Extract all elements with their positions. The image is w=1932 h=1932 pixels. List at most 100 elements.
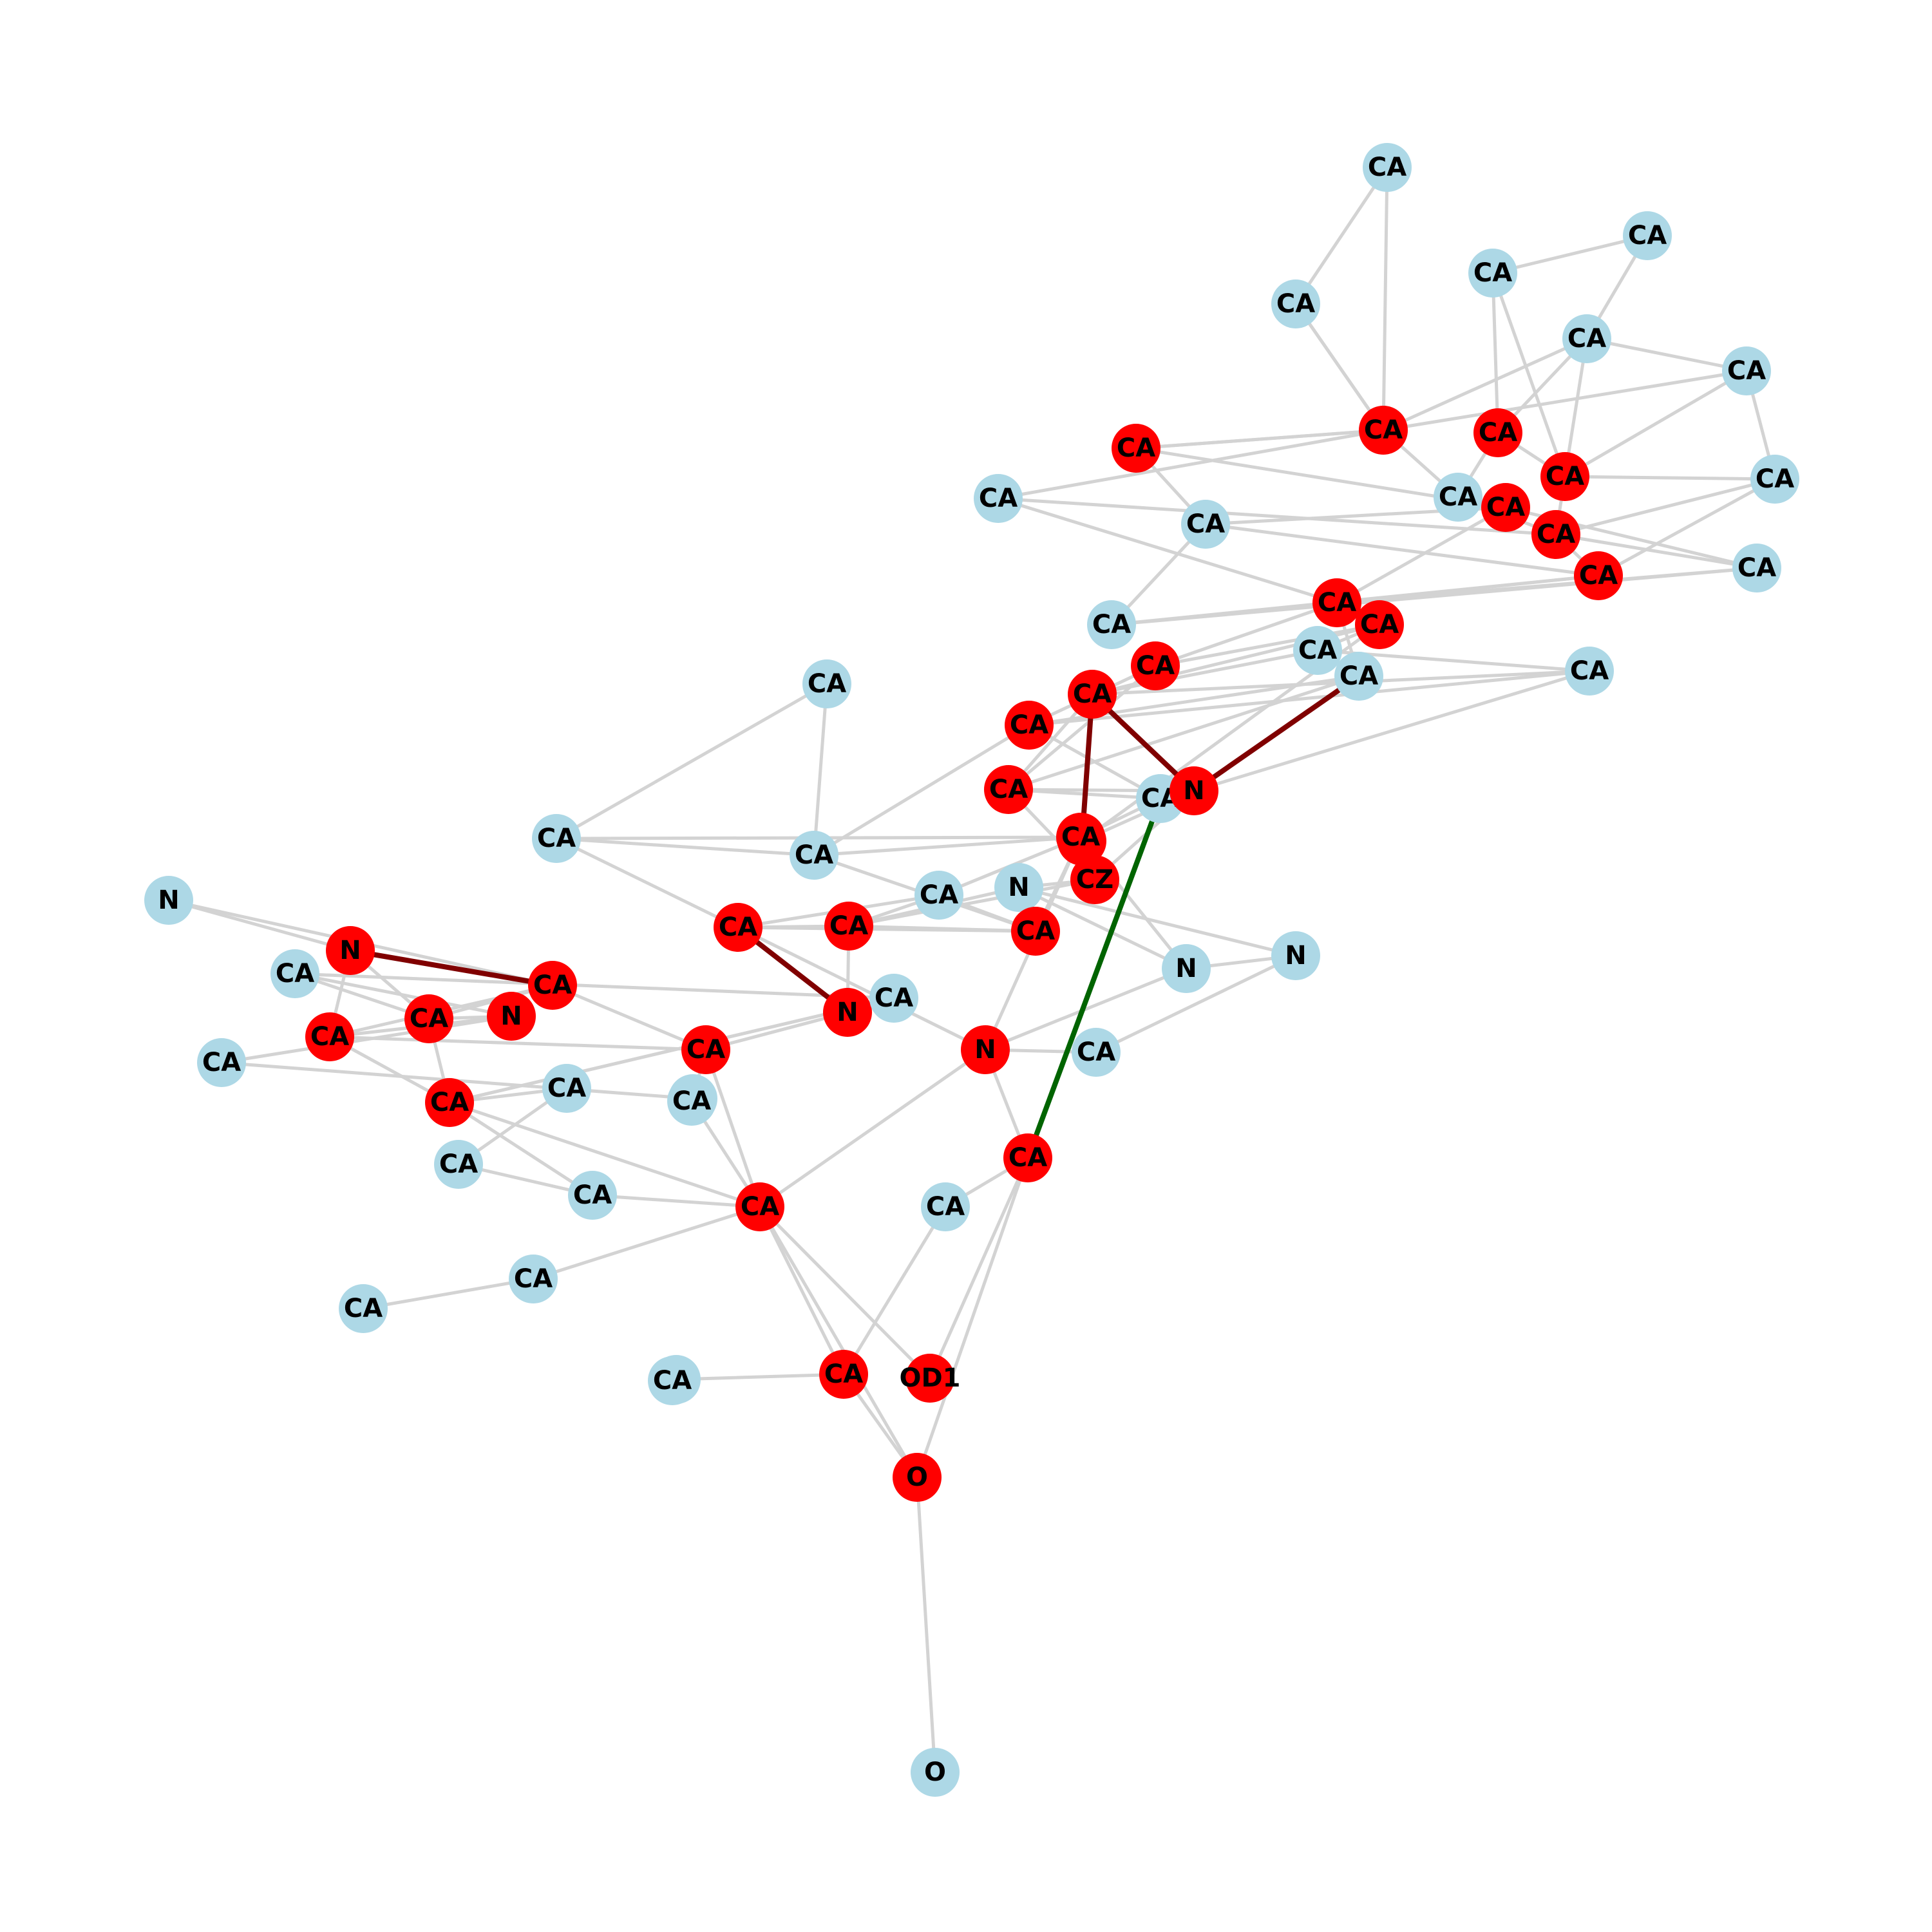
node-label: CA	[926, 1192, 965, 1222]
node-circle	[1473, 408, 1522, 457]
node-label: N	[1183, 776, 1204, 806]
node-label: CA	[1479, 418, 1517, 448]
node-label: CA	[1077, 1037, 1115, 1067]
node-circle	[1131, 641, 1180, 690]
node-label: CA	[1537, 520, 1575, 549]
graph-edge	[1381, 166, 1389, 432]
node-circle	[1468, 249, 1517, 298]
node-label: CA	[1756, 464, 1794, 494]
graph-node: N	[487, 992, 536, 1041]
node-circle	[984, 765, 1033, 814]
graph-edge	[674, 1372, 846, 1381]
graph-node: OD1	[899, 1354, 961, 1403]
node-label: CA	[979, 484, 1018, 513]
graph-edge	[1027, 669, 1591, 727]
graph-edge	[704, 1048, 762, 1209]
graph-node: CA	[790, 831, 838, 880]
node-circle	[824, 902, 873, 951]
graph-node: CA	[1131, 641, 1180, 690]
node-circle	[819, 1350, 868, 1399]
node-circle	[914, 871, 963, 920]
graph-edge	[1192, 669, 1591, 793]
node-circle	[1540, 452, 1589, 501]
node-label: CA	[989, 775, 1028, 804]
graph-edge	[448, 996, 896, 1104]
graph-node: CA	[824, 902, 873, 951]
graph-edge	[1335, 566, 1759, 605]
node-circle	[681, 1025, 730, 1074]
graph-node: CA	[270, 949, 319, 998]
node-label: CA	[1186, 509, 1225, 539]
node-label: CA	[1360, 610, 1399, 639]
graph-node: CA	[1473, 408, 1522, 457]
graph-edge	[1491, 271, 1500, 435]
node-label: CA	[795, 840, 833, 870]
graph-node: CA	[1293, 626, 1342, 675]
graph-node: CA	[1540, 452, 1589, 501]
graph-edge	[1007, 674, 1361, 791]
node-circle	[1565, 647, 1614, 696]
graph-node: CA	[1112, 424, 1160, 473]
node-label: CA	[1628, 221, 1667, 251]
graph-node: CA	[984, 765, 1033, 814]
node-circle	[1623, 211, 1672, 260]
node-label: CA	[719, 913, 757, 942]
node-circle	[1181, 500, 1230, 549]
graph-node: CA	[542, 1064, 591, 1113]
edges-layer	[167, 166, 1777, 1774]
graph-node: CA	[1574, 551, 1623, 600]
graph-node: CA	[1355, 600, 1404, 649]
node-circle	[1750, 455, 1799, 504]
node-circle	[1072, 1028, 1121, 1077]
graph-node: CA	[714, 903, 762, 952]
node-label: CA	[653, 1366, 692, 1396]
node-label: CA	[1579, 561, 1618, 591]
node-label: CA	[537, 824, 576, 853]
node-label: CA	[344, 1294, 383, 1323]
graph-node: N	[961, 1025, 1010, 1074]
graph-edge	[1563, 475, 1777, 481]
node-circle	[893, 1453, 942, 1502]
graph-node: N	[823, 988, 872, 1037]
node-label: N	[837, 998, 858, 1027]
node-circle	[911, 1748, 960, 1797]
graph-node: CA	[1011, 907, 1060, 956]
node-label: CA	[1567, 324, 1606, 354]
node-label: CA	[824, 1359, 863, 1389]
graph-node: CA	[802, 659, 851, 708]
graph-node: CA	[1072, 1028, 1121, 1077]
graph-edge	[1335, 506, 1508, 605]
node-label: N	[339, 936, 361, 965]
graph-node: CA	[509, 1255, 558, 1303]
node-circle	[1355, 600, 1404, 649]
node-circle	[1434, 473, 1482, 522]
node-label: CA	[920, 880, 958, 910]
node-circle	[1359, 406, 1408, 455]
graph-edge	[531, 1205, 762, 1281]
graph-edge	[996, 497, 1558, 536]
node-label: CA	[410, 1004, 448, 1034]
node-circle	[1722, 346, 1771, 395]
node-circle	[1271, 931, 1320, 980]
node-circle	[667, 1077, 716, 1126]
graph-edge	[591, 1193, 762, 1209]
graph-node: CA	[921, 1182, 970, 1231]
graph-node: CA	[1750, 455, 1799, 504]
graph-edge	[1585, 337, 1748, 373]
graph-node: CA	[648, 1356, 697, 1405]
node-circle	[1068, 670, 1117, 719]
graph-node: CA	[1481, 483, 1530, 532]
node-circle	[994, 863, 1043, 912]
graph-edge	[554, 837, 816, 857]
graph-node: N	[994, 863, 1043, 912]
graph-edge	[915, 1156, 1030, 1479]
graph-node: CA	[1359, 406, 1408, 455]
node-circle	[1112, 424, 1160, 473]
node-circle	[528, 961, 577, 1010]
graph-edge	[554, 837, 740, 929]
node-circle	[197, 1038, 246, 1087]
node-label: CA	[1486, 493, 1525, 522]
node-circle	[568, 1171, 617, 1220]
node-circle	[1087, 600, 1136, 649]
